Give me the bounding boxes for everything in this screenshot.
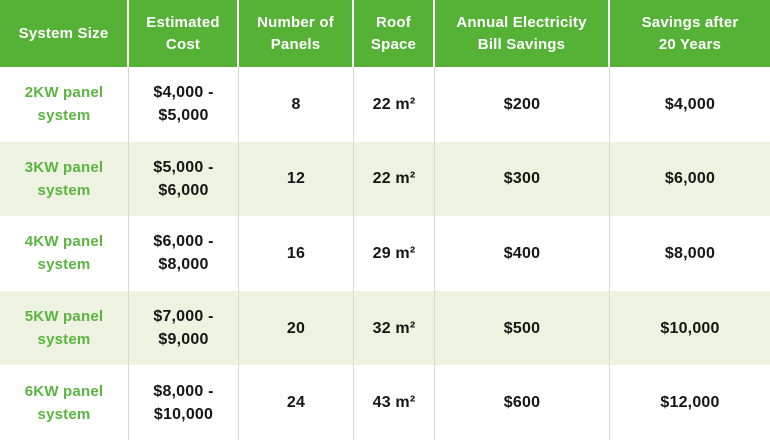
cell-annual-electricity-bill-savings: $600	[435, 365, 610, 440]
cell-savings-after-20-years: $8,000	[664, 244, 716, 262]
cell-system-size: 4KW panel system	[0, 216, 129, 291]
table-body: 2KW panel system $4,000 - $5,000 8 22 m² $20…	[0, 67, 770, 440]
cell-system-size: 2KW panel system	[0, 67, 129, 142]
cell-savings-after-20-years: $4,000	[664, 95, 716, 113]
table-row: 4KW panel system $6,000 - $8,000 16 29 m² $4…	[0, 216, 770, 291]
cell-roof-space: 43 m²	[354, 365, 435, 440]
cell-system-size: 5KW panel system	[0, 290, 129, 366]
cell-savings-after-20-years: $10,000	[660, 319, 720, 337]
cell-annual-electricity-bill-savings: $200	[435, 67, 610, 142]
table-row: 3KW panel system $5,000 - $6,000 12 22 m² $3…	[0, 141, 770, 217]
cell-roof-space: 32 m²	[354, 290, 435, 366]
cell-estimated-cost: $4,000 - $5,000	[129, 67, 239, 142]
cell-estimated-cost: $8,000 - $10,000	[129, 365, 239, 440]
cell-annual-electricity-bill-savings: $500	[435, 290, 610, 366]
table-header-row: System Size Estimated Cost Number of Panel…	[0, 0, 770, 67]
cell-estimated-cost: $5,000 - $6,000	[129, 141, 239, 217]
cell-annual-electricity-bill-savings: $400	[435, 216, 610, 291]
header-cell-estimated-cost: Estimated Cost	[129, 0, 239, 67]
cell-number-of-panels: 24	[239, 365, 354, 440]
cell-roof-space: 22 m²	[354, 67, 435, 142]
cell-estimated-cost: $6,000 - $8,000	[129, 216, 239, 291]
table-row: 2KW panel system $4,000 - $5,000 8 22 m² $20…	[0, 67, 770, 142]
cell-number-of-panels: 8	[239, 67, 354, 142]
cell-system-size: 6KW panel system	[0, 365, 129, 440]
cell-savings-after-20-years: $6,000	[664, 170, 716, 188]
cell-number-of-panels: 20	[239, 290, 354, 366]
cell-number-of-panels: 16	[239, 216, 354, 291]
cell-number-of-panels: 12	[239, 141, 354, 217]
header-cell-system-size: System Size	[0, 0, 129, 67]
cell-estimated-cost: $7,000 - $9,000	[129, 290, 239, 366]
cell-roof-space: 22 m²	[354, 141, 435, 217]
cell-roof-space: 29 m²	[354, 216, 435, 291]
cell-system-size: 3KW panel system	[0, 141, 129, 217]
table-row: 5KW panel system $7,000 - $9,000 20 32 m² $5…	[0, 290, 770, 366]
cell-savings-after-20-years: $12,000	[660, 394, 720, 412]
table-row: 6KW panel system $8,000 - $10,000 24 43 m² $…	[0, 365, 770, 440]
header-cell-savings-after-20-years: Savings after 20 Years	[641, 13, 739, 53]
header-cell-number-of-panels: Number of Panels	[239, 0, 354, 67]
header-cell-roof-space: Roof Space	[354, 0, 435, 67]
header-cell-annual-electricity-bill-savings: Annual Electricity Bill Savings	[435, 0, 610, 67]
cell-annual-electricity-bill-savings: $300	[435, 141, 610, 217]
